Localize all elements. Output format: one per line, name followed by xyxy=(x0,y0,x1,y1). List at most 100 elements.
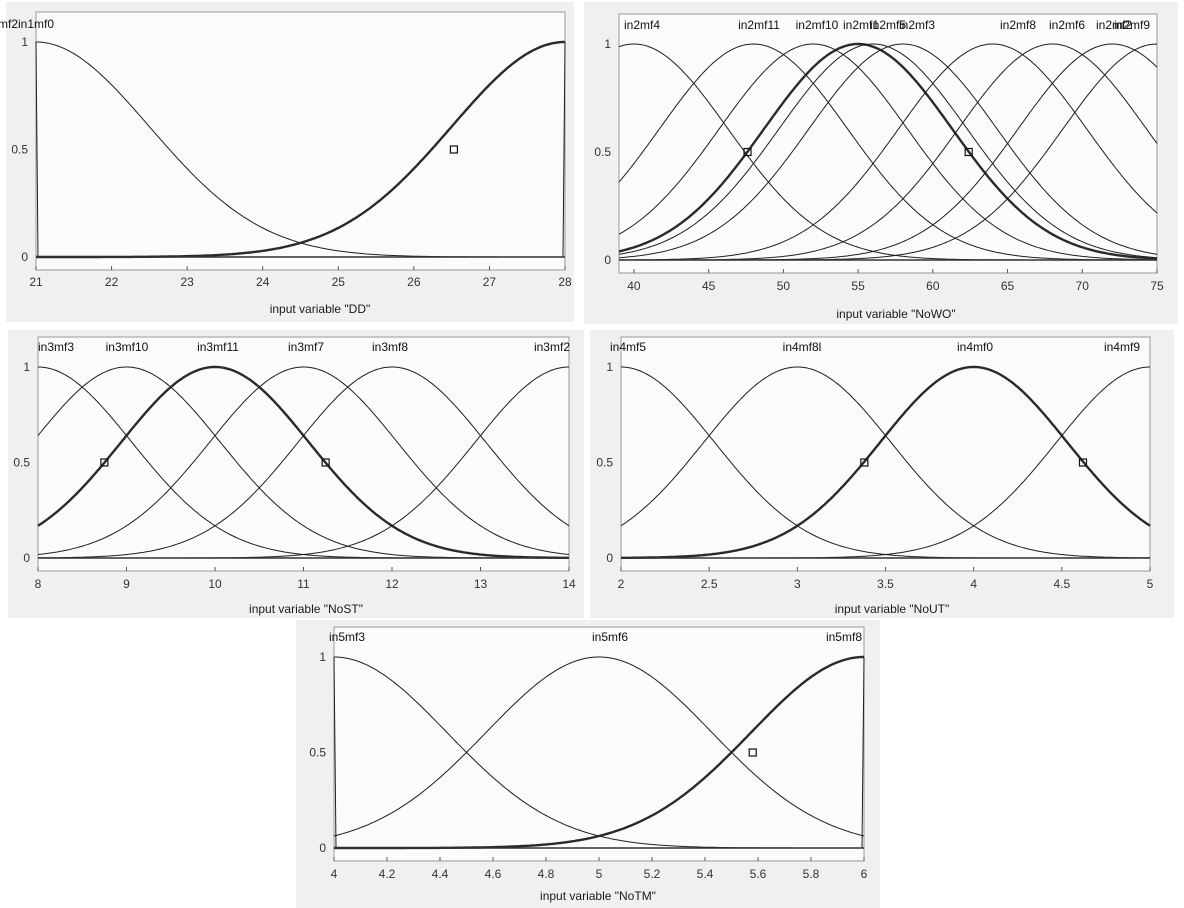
plot-area xyxy=(333,626,865,862)
mf-label: in3mf7 xyxy=(288,340,324,354)
x-tick-label: 5.4 xyxy=(697,867,714,881)
mf-label: in2mf6 xyxy=(1049,18,1085,32)
mf-curve-in2mf10 xyxy=(618,43,1157,261)
mf-label: in2mf2 xyxy=(1096,18,1132,32)
x-tick-label: 5.6 xyxy=(750,867,767,881)
x-tick-label: 13 xyxy=(474,577,488,591)
x-tick-label: 4.6 xyxy=(485,867,502,881)
mf-plot-nowo-xlabel: input variable "NoWO" xyxy=(836,307,956,321)
mf-label: in2mf4 xyxy=(624,18,660,32)
y-tick-label: 1 xyxy=(319,650,326,664)
mf-label: in5mf3 xyxy=(329,630,365,644)
x-tick-label: 9 xyxy=(123,577,130,591)
mf-label: in2mf9 xyxy=(1114,18,1150,32)
y-tick-label: 0 xyxy=(606,551,613,565)
x-tick-label: 21 xyxy=(29,275,43,289)
mf-curve-in5mf6 xyxy=(333,656,865,837)
x-tick-label: 5.2 xyxy=(644,867,661,881)
mf-curve-in2mf3 xyxy=(618,43,1158,259)
x-tick-label: 14 xyxy=(562,577,576,591)
mf-label: in1mf2 xyxy=(0,17,18,31)
x-tick-label: 11 xyxy=(297,577,310,591)
y-tick-label: 0.5 xyxy=(13,456,30,470)
plot-area xyxy=(620,336,1151,572)
x-tick-label: 4 xyxy=(970,577,977,591)
mf-plot-notm-xlabel: input variable "NoTM" xyxy=(540,889,656,903)
x-tick-label: 2 xyxy=(618,577,625,591)
x-tick-label: 3.5 xyxy=(877,577,894,591)
half-point-marker xyxy=(748,748,757,757)
mf-plot-nost-svg[interactable]: 8 9 10 11 12 13 14 0 0.5 1 in3mf3 in3mf10 in3mf11 in3… xyxy=(8,330,584,618)
mf-label: in3mf11 xyxy=(197,340,239,354)
x-tick-label: 6 xyxy=(861,867,868,881)
mf-plot-dd-xlabel: input variable "DD" xyxy=(269,302,371,316)
mf-plot-dd-svg[interactable]: 21 22 23 24 25 26 27 28 0 0.5 1 in1mf0in1mf2 xyxy=(0,2,574,322)
mf-label: in4mf5 xyxy=(610,340,646,354)
mf-label: in4mf9 xyxy=(1104,340,1140,354)
y-tick-label: 0.5 xyxy=(11,143,28,157)
x-tick-label: 26 xyxy=(407,275,421,289)
y-tick-label: 0 xyxy=(21,250,28,264)
half-point-marker xyxy=(449,145,459,154)
mf-curve-in2mf11 xyxy=(618,43,1157,261)
half-point-marker xyxy=(321,458,330,467)
x-tick-label: 24 xyxy=(256,275,270,289)
mf-label: in3mf3 xyxy=(38,340,74,354)
mf-curve-in3mf7 xyxy=(37,366,570,555)
mf-plot-nout-xlabel: input variable "NoUT" xyxy=(834,602,950,616)
x-tick-label: 4.5 xyxy=(1053,577,1070,591)
x-tick-label: 55 xyxy=(851,279,865,293)
x-tick-label: 12 xyxy=(385,577,399,591)
x-tick-label: 65 xyxy=(1001,279,1015,293)
mf-plot-nost: 8 9 10 11 12 13 14 0 0.5 1 in3mf3 in3mf10 in3mf11 in3… xyxy=(8,330,584,618)
x-tick-label: 4 xyxy=(331,867,338,881)
mf-plot-nout: 2 2.5 3 3.5 4 4.5 5 0 0.5 1 in4mf5 in4mf8l in4mf0 in4… xyxy=(590,330,1174,618)
mf-label: in4mf8l xyxy=(783,340,822,354)
x-tick-label: 5 xyxy=(1147,577,1154,591)
half-point-marker xyxy=(964,147,973,157)
x-tick-label: 8 xyxy=(35,577,42,591)
y-tick-label: 1 xyxy=(21,35,28,49)
x-tick-label: 45 xyxy=(702,279,716,293)
y-tick-label: 0 xyxy=(319,841,326,855)
mf-label: in5mf8 xyxy=(826,630,862,644)
mf-label: in1mf0 xyxy=(18,17,54,31)
mf-label: in2mf3 xyxy=(899,18,935,32)
mf-plot-notm: 4 4.2 4.4 4.6 4.8 5 5.2 5.4 5.6 5.8 6 0 0.5 1 in5mf3 in… xyxy=(296,620,880,908)
x-tick-label: 25 xyxy=(332,275,346,289)
half-point-marker xyxy=(1078,458,1088,467)
y-tick-label: 1 xyxy=(23,360,30,374)
x-tick-label: 23 xyxy=(180,275,194,289)
x-tick-label: 70 xyxy=(1076,279,1090,293)
mf-plot-nout-svg[interactable]: 2 2.5 3 3.5 4 4.5 5 0 0.5 1 in4mf5 in4mf8l in4mf0 in4… xyxy=(590,330,1174,618)
y-tick-label: 0.5 xyxy=(594,145,611,159)
y-tick-label: 1 xyxy=(606,360,613,374)
mf-label: in5mf6 xyxy=(592,630,628,644)
half-point-marker xyxy=(100,458,109,467)
mf-label: in2mf11 xyxy=(738,18,780,32)
x-tick-label: 28 xyxy=(558,275,572,289)
plot-area xyxy=(35,11,566,271)
x-tick-label: 60 xyxy=(926,279,940,293)
y-tick-label: 0.5 xyxy=(596,456,613,470)
mf-label: in2mf5 xyxy=(870,18,906,32)
mf-plot-nowo: 40 45 50 55 60 65 70 75 0 0.5 1 in2mf4 in2mf11 in2mf1… xyxy=(584,2,1178,324)
x-tick-label: 40 xyxy=(627,279,641,293)
x-tick-label: 22 xyxy=(105,275,119,289)
x-tick-label: 75 xyxy=(1150,279,1164,293)
half-point-marker xyxy=(860,458,869,467)
x-tick-label: 2.5 xyxy=(701,577,718,591)
x-tick-label: 5 xyxy=(596,867,603,881)
y-tick-label: 1 xyxy=(604,37,611,51)
x-tick-label: 4.4 xyxy=(432,867,449,881)
x-tick-label: 5.8 xyxy=(803,867,820,881)
mf-plot-nost-xlabel: input variable "NoST" xyxy=(249,602,363,616)
y-tick-label: 0 xyxy=(604,253,611,267)
y-tick-label: 0 xyxy=(23,551,30,565)
mf-plot-nowo-svg[interactable]: 40 45 50 55 60 65 70 75 0 0.5 1 in2mf4 in2mf11 in2mf1… xyxy=(584,2,1178,324)
plot-area xyxy=(37,336,570,572)
mf-label: in2mf1 xyxy=(843,18,879,32)
mf-label: in3mf8 xyxy=(372,340,408,354)
mf-label: in3mf2 xyxy=(534,340,570,354)
